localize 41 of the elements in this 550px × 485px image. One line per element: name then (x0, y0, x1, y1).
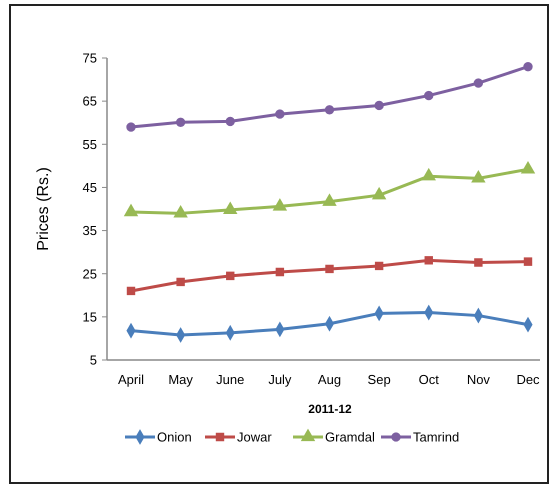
point (324, 105, 334, 114)
legend-label: Tamrind (413, 430, 460, 445)
point (276, 268, 284, 276)
point (226, 116, 235, 126)
x-tick-label: Dec (516, 372, 540, 387)
x-tick-label: Oct (418, 372, 440, 387)
x-tick-label: Aug (318, 372, 342, 387)
point (176, 278, 185, 286)
y-axis-title: Prices (Rs.) (35, 167, 52, 251)
point (275, 109, 285, 119)
point (126, 122, 136, 132)
y-tick-label: 45 (82, 180, 97, 195)
x-axis-title: 2011-12 (308, 402, 352, 416)
point (474, 78, 484, 88)
point (374, 262, 384, 270)
point (226, 272, 234, 280)
y-tick-label: 15 (82, 309, 97, 324)
point (176, 118, 186, 127)
legend-label: Gramdal (325, 430, 375, 445)
y-tick-label: 25 (82, 266, 97, 282)
y-tick-label: 75 (82, 50, 97, 66)
legend-label: Onion (157, 430, 192, 445)
point (374, 100, 384, 110)
x-tick-label: April (118, 372, 144, 387)
x-tick-label: Nov (466, 372, 490, 387)
y-tick-label: 55 (82, 136, 97, 152)
point (325, 264, 334, 274)
point (474, 258, 483, 267)
point (424, 256, 433, 265)
x-tick-label: Sep (368, 372, 391, 387)
point (523, 62, 533, 72)
point (524, 257, 532, 266)
x-tick-label: May (168, 372, 194, 387)
x-tick-label: July (268, 372, 292, 387)
y-tick-label: 35 (82, 223, 97, 238)
point (424, 90, 434, 100)
point (126, 286, 136, 296)
y-tick-label: 5 (90, 352, 97, 368)
y-tick-label: 65 (82, 94, 97, 109)
x-tick-label: June (216, 372, 244, 387)
legend-label: Jowar (237, 430, 272, 445)
